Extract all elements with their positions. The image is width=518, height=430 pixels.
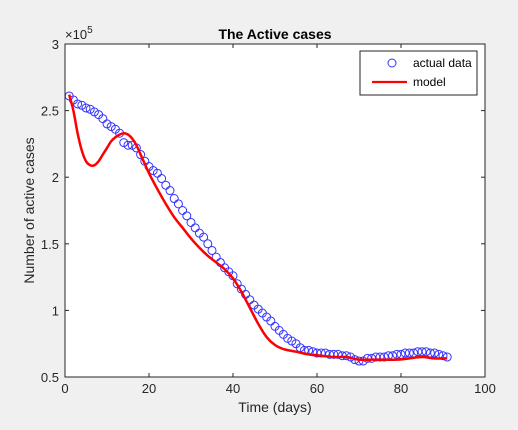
data-point <box>367 353 377 363</box>
y-tick-label: 0.5 <box>41 370 59 385</box>
data-point <box>165 186 175 196</box>
data-point <box>329 349 339 359</box>
data-point <box>316 348 326 358</box>
data-point <box>392 349 402 359</box>
data-point <box>73 99 83 109</box>
axes-box <box>64 43 486 378</box>
data-point <box>379 352 389 362</box>
series-layer <box>64 91 452 366</box>
data-point <box>438 351 448 361</box>
data-point <box>337 351 347 361</box>
data-point <box>417 347 427 357</box>
x-tick-label: 100 <box>474 381 496 396</box>
legend: actual data model <box>359 50 478 96</box>
legend-marker-actual-data <box>387 58 397 68</box>
y-tick-label: 3 <box>52 37 59 52</box>
data-point <box>375 352 385 362</box>
data-point <box>442 352 452 362</box>
x-tick-label: 0 <box>61 381 68 396</box>
x-tick-label: 40 <box>226 381 240 396</box>
data-point <box>421 347 431 357</box>
data-point <box>333 349 343 359</box>
data-point <box>123 140 133 150</box>
y-tick-label: 1 <box>52 303 59 318</box>
x-axis-ticks: 0 20 40 60 80 100 <box>61 44 496 396</box>
chart-title: The Active cases <box>218 26 331 42</box>
data-point <box>81 103 91 113</box>
series-model-line <box>67 94 448 362</box>
y-exponent-power: 5 <box>87 25 93 36</box>
y-tick-label: 2.5 <box>41 104 59 119</box>
x-tick-label: 60 <box>310 381 324 396</box>
data-point <box>182 211 192 221</box>
series-actual-data <box>64 91 452 366</box>
x-tick-label: 20 <box>142 381 156 396</box>
x-tick-label: 80 <box>394 381 408 396</box>
legend-box <box>359 50 478 96</box>
data-point <box>404 348 414 358</box>
data-point <box>199 232 209 242</box>
legend-label-actual-data: actual data <box>413 56 472 70</box>
data-point <box>136 150 146 160</box>
y-axis-label: Number of active cases <box>21 137 37 283</box>
data-point <box>362 353 372 363</box>
x-axis-label: Time (days) <box>238 399 311 415</box>
data-point <box>430 348 440 358</box>
data-point <box>173 199 183 209</box>
data-point <box>203 239 213 249</box>
y-tick-label: 1.5 <box>41 237 59 252</box>
y-axis-exponent: ×105 <box>65 25 93 42</box>
data-point <box>157 174 167 184</box>
y-axis-ticks: 0.5 1 1.5 2 2.5 3 <box>41 37 485 385</box>
y-exponent-base: ×10 <box>65 27 87 42</box>
y-tick-label: 2 <box>52 170 59 185</box>
data-point <box>207 245 217 255</box>
legend-label-model: model <box>413 75 446 89</box>
